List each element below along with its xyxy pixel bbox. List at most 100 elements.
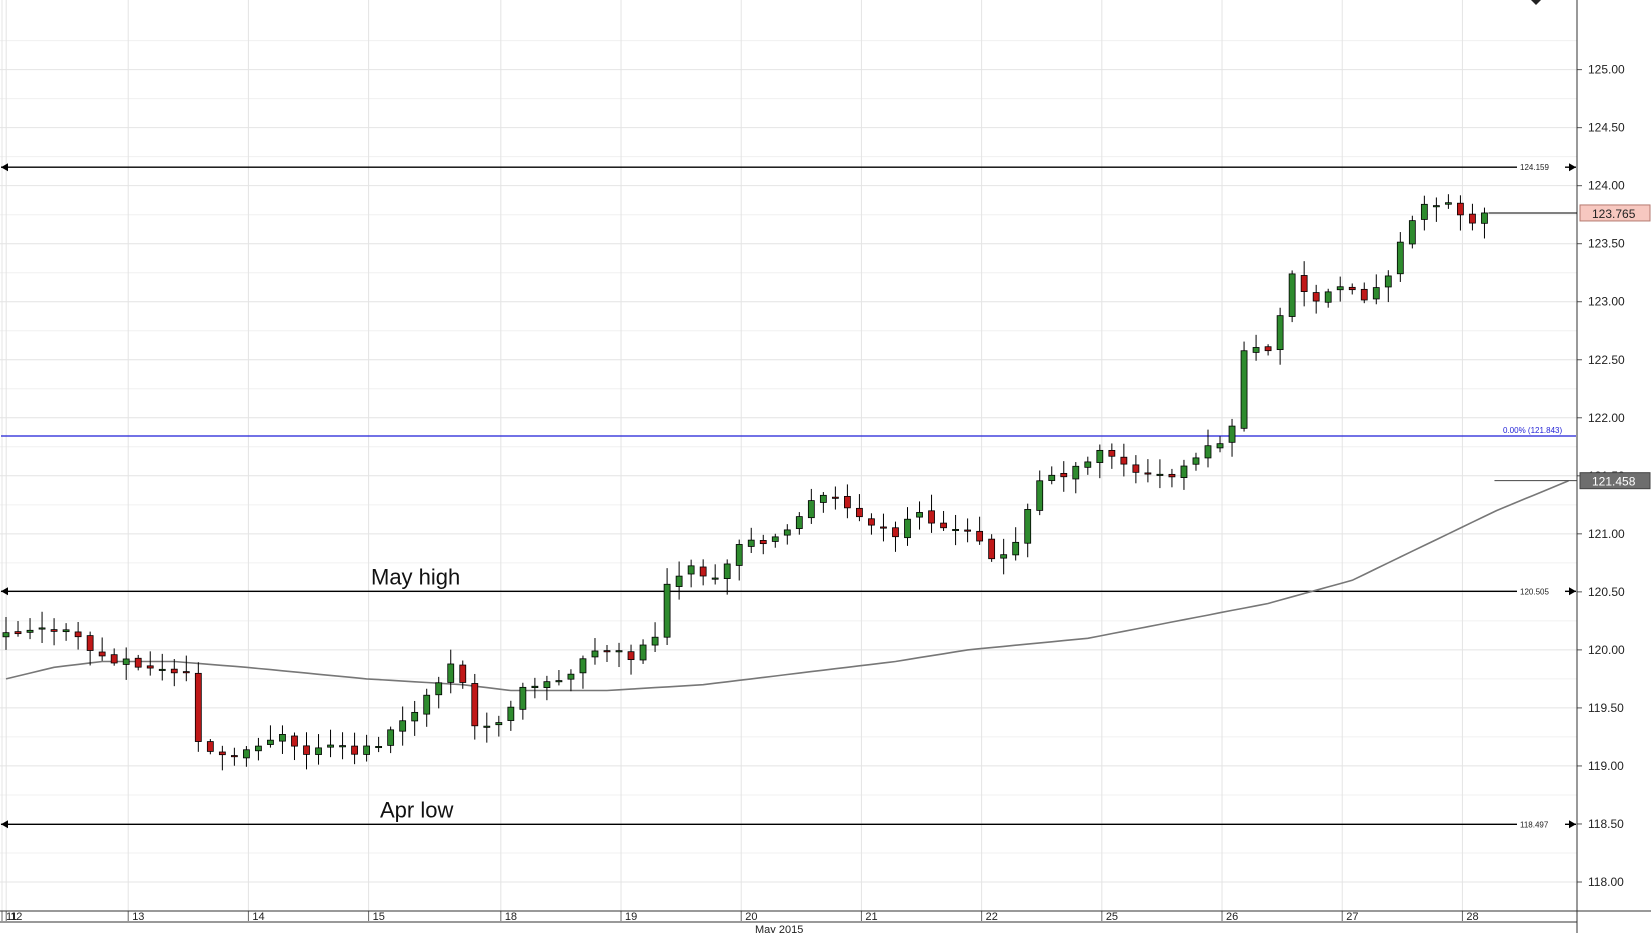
candle-down: [110, 654, 118, 664]
candle-up: [1012, 541, 1020, 556]
level-label-bg: [1517, 818, 1565, 831]
ma-price-badge: [1579, 472, 1651, 490]
candle-up: [1000, 554, 1008, 559]
candle-down: [928, 510, 935, 524]
candle-down: [868, 518, 875, 526]
candle-down: [86, 635, 94, 651]
candle-up: [639, 644, 647, 661]
price-tick-label: 121.00: [1588, 527, 1625, 541]
candle-up: [904, 518, 911, 539]
date-tick-label: 25: [1106, 911, 1118, 923]
date-tick-label: 26: [1226, 911, 1238, 923]
price-axis: 118.00 118.50 119.00 119.50 120.00 120.50 121.…: [1488, 0, 1651, 933]
ma-line: [5, 479, 1569, 692]
level-label: 124.159: [1520, 163, 1549, 172]
candle-up: [387, 729, 395, 746]
candle-down: [1457, 202, 1464, 216]
grid: [0, 0, 1577, 911]
candle-up: [651, 636, 659, 646]
price-tick-label: 124.50: [1588, 121, 1625, 135]
price-tick-label: 119.50: [1588, 701, 1624, 715]
candle-up: [279, 733, 286, 742]
candle-up: [735, 544, 743, 566]
candle-up: [747, 539, 755, 547]
annotation-label: Apr low: [380, 797, 453, 822]
current-price-badge: [1579, 204, 1651, 222]
candle-down: [988, 538, 996, 560]
candle-up: [567, 673, 575, 680]
candle-up: [1204, 445, 1212, 459]
candle-up: [62, 629, 70, 633]
candle-down: [627, 651, 635, 661]
candle-down: [291, 735, 298, 747]
candle-up: [723, 563, 731, 579]
level-label-bg: [1517, 161, 1565, 174]
moving-average: [5, 479, 1569, 692]
candle-up: [327, 744, 334, 748]
level-right-arrow-icon: [1569, 820, 1576, 829]
price-tick-label: 124.00: [1588, 179, 1625, 193]
candle-up: [1276, 315, 1284, 351]
candle-up: [399, 720, 407, 732]
candle-up: [1396, 241, 1404, 275]
date-tick-label: 27: [1346, 911, 1358, 923]
candle-down: [182, 671, 190, 674]
candle-up: [363, 745, 371, 755]
candle-up: [1445, 202, 1452, 205]
candle-up: [591, 650, 599, 658]
candle-down: [230, 755, 238, 758]
current-price-label: 123.765: [1592, 207, 1636, 221]
price-tick-label: 123.00: [1588, 295, 1625, 309]
candle-up: [663, 583, 671, 638]
candle-up: [795, 516, 803, 529]
price-tick-label: 120.00: [1588, 643, 1625, 657]
candle-up: [711, 577, 719, 580]
price-tick-label: 123.50: [1588, 237, 1625, 251]
candle-down: [759, 540, 767, 545]
candle-up: [771, 536, 779, 542]
date-tick-label: 22: [986, 911, 998, 923]
candle-up: [1252, 347, 1260, 353]
candle-up: [1024, 509, 1032, 544]
candle-up: [315, 747, 322, 755]
candle-up: [1192, 457, 1200, 465]
level-right-arrow-icon: [1569, 587, 1576, 596]
price-tick-label: 122.00: [1588, 411, 1625, 425]
candle-up: [495, 722, 503, 726]
scroll-marker-icon[interactable]: [1531, 0, 1541, 5]
candle-down: [831, 496, 839, 499]
candle-up: [122, 658, 130, 665]
date-tick-label: 19: [625, 911, 637, 923]
candle-up: [1240, 350, 1248, 429]
candle-up: [675, 575, 683, 587]
candle-up: [783, 529, 791, 536]
candle-up: [242, 749, 250, 759]
candle-down: [50, 629, 58, 632]
candle-up: [1372, 287, 1380, 300]
level-label: 0.00% (121.843): [1503, 426, 1562, 435]
ma-price-label: 121.458: [1592, 475, 1636, 489]
candle-up: [1481, 212, 1488, 224]
candle-down: [206, 741, 214, 752]
candle-up: [555, 680, 563, 683]
candle-down: [1469, 213, 1476, 224]
date-tick-label: 13: [132, 911, 144, 923]
candle-down: [603, 650, 611, 653]
candle-down: [303, 745, 310, 755]
candle-up: [447, 663, 455, 683]
candle-up: [1408, 220, 1416, 245]
candle-down: [471, 683, 479, 727]
candle-up: [1228, 425, 1236, 443]
candle-down: [1300, 275, 1308, 292]
candle-down: [1060, 472, 1068, 478]
level-label-bg: [1517, 585, 1565, 598]
candle-up: [339, 745, 346, 748]
candle-up: [1084, 461, 1092, 468]
candle-down: [218, 751, 226, 756]
horizontal-levels: 124.159 120.505 118.497 0.00% (121.843): [1, 161, 1576, 831]
price-tick-label: 120.50: [1588, 585, 1625, 599]
candle-down: [1264, 346, 1272, 352]
annotations: May high Apr low: [371, 564, 460, 822]
price-tick-label: 118.00: [1588, 875, 1624, 889]
